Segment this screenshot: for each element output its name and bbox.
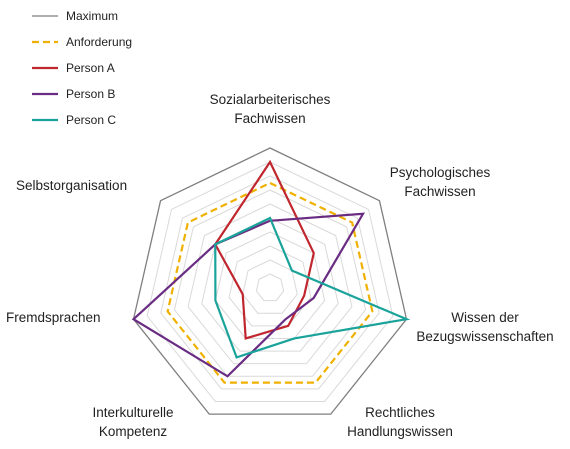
legend-label-person-b: Person B (66, 87, 115, 101)
grid-ring-2 (242, 259, 298, 314)
axis-label-psychologisches: Psychologisches (390, 165, 491, 180)
radar-series (131, 147, 411, 415)
series-anforderung (166, 181, 374, 384)
legend-label-person-c: Person C (66, 113, 116, 127)
axis-label-fachwissen: Fachwissen (234, 111, 305, 126)
grid-ring-8 (160, 175, 380, 390)
grid-ring-9 (146, 161, 394, 403)
axis-label-fremdsprachen: Fremdsprachen (6, 310, 101, 325)
axis-label-bezugswissenschaften: Bezugswissenschaften (416, 329, 553, 344)
grid-ring-7 (173, 189, 367, 377)
series-person-b (131, 212, 366, 378)
axis-label-kompetenz: Kompetenz (99, 424, 168, 439)
legend-label-anforderung: Anforderung (66, 35, 132, 49)
legend-label-maximum: Maximum (66, 9, 118, 23)
axis-label-interkulturelle: Interkulturelle (92, 405, 173, 420)
axis-labels: Sozialarbeiterisches Fachwissen Psychologi… (6, 92, 554, 439)
series-maximum (132, 147, 408, 415)
axis-label-sozialarbeiterisches: Sozialarbeiterisches (210, 92, 331, 107)
axis-label-wissen-der: Wissen der (451, 310, 519, 325)
series-person-c (214, 216, 411, 359)
grid-ring-6 (187, 203, 353, 365)
grid-ring-3 (228, 245, 312, 327)
axis-label-selbstorganisation: Selbstorganisation (16, 178, 127, 193)
axis-label-rechtliches: Rechtliches (365, 405, 435, 420)
grid-ring-5 (201, 217, 339, 352)
radar-grid (146, 161, 394, 403)
grid-ring-1 (255, 273, 285, 302)
axis-label-fachwissen: Fachwissen (404, 184, 475, 199)
series-person-a (213, 159, 315, 340)
legend: Maximum Anforderung Person A Person B Person… (32, 9, 132, 127)
legend-label-person-a: Person A (66, 61, 115, 75)
axis-label-handlungswissen: Handlungswissen (347, 424, 453, 439)
